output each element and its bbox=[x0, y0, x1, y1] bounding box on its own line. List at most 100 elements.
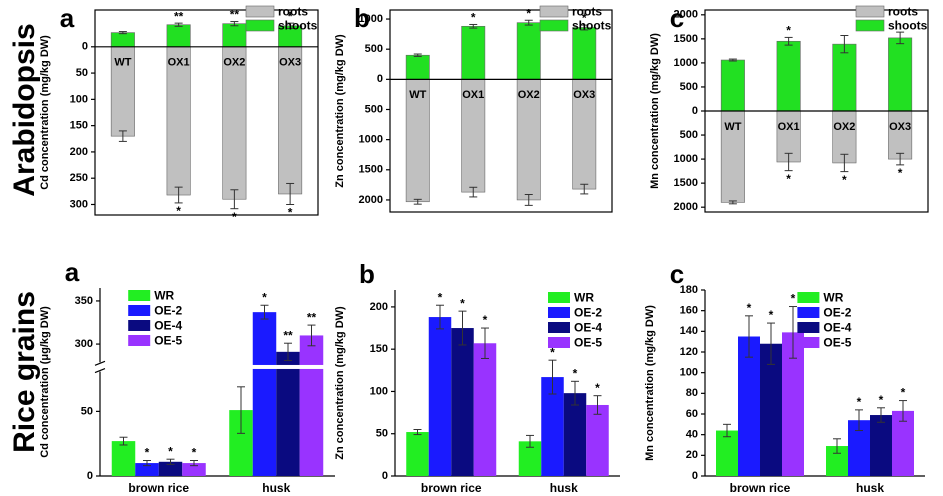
legend-swatch bbox=[797, 337, 820, 348]
legend-label: OE-4 bbox=[154, 319, 182, 333]
y-tick-label: 150 bbox=[370, 343, 388, 355]
y-tick-label: 100 bbox=[680, 367, 698, 379]
x-tick-label: brown rice bbox=[421, 481, 482, 495]
significance-mark: * bbox=[786, 172, 791, 186]
bar bbox=[222, 46, 247, 200]
y-tick-label: 0 bbox=[82, 41, 88, 53]
x-tick-label: OX1 bbox=[168, 57, 190, 69]
significance-mark: * bbox=[192, 446, 197, 460]
panel-letter: c bbox=[670, 3, 684, 33]
bar bbox=[252, 312, 277, 476]
x-tick-label: WT bbox=[724, 121, 741, 133]
legend-label: OE-2 bbox=[823, 306, 851, 320]
y-tick-label: 180 bbox=[680, 284, 698, 296]
bar bbox=[720, 59, 745, 112]
y-tick-label: 50 bbox=[76, 67, 88, 79]
bar bbox=[888, 110, 913, 160]
plot-frame bbox=[389, 9, 613, 213]
x-tick-label: brown rice bbox=[128, 481, 189, 495]
legend-label: OE-4 bbox=[574, 321, 602, 335]
panel-letter: a bbox=[60, 3, 75, 33]
bar bbox=[222, 23, 247, 48]
bar bbox=[563, 393, 587, 476]
panel-letter: c bbox=[670, 259, 684, 289]
legend-swatch bbox=[539, 5, 569, 18]
significance-mark: * bbox=[526, 6, 531, 20]
significance-mark: ** bbox=[230, 8, 240, 22]
y-tick-label: 200 bbox=[70, 146, 88, 158]
y-tick-label: 2000 bbox=[674, 9, 698, 21]
x-tick-label: brown rice bbox=[730, 481, 791, 495]
legend-label: roots bbox=[278, 5, 308, 19]
legend-label: shoots bbox=[278, 19, 318, 33]
significance-mark: * bbox=[471, 11, 476, 25]
y-tick-label: 50 bbox=[81, 405, 93, 417]
legend-label: OE-2 bbox=[154, 304, 182, 318]
y-tick-label: 50 bbox=[376, 428, 388, 440]
bar bbox=[888, 37, 913, 112]
bar bbox=[428, 317, 452, 476]
significance-mark: * bbox=[879, 393, 884, 407]
bar bbox=[473, 343, 497, 476]
bar bbox=[572, 27, 597, 80]
y-axis-title: Cd concentration (μg/kg DW) bbox=[39, 306, 51, 458]
x-tick-label: husk bbox=[550, 481, 578, 495]
y-tick-label: 1500 bbox=[674, 33, 698, 45]
legend-swatch bbox=[548, 322, 570, 333]
y-tick-label: 40 bbox=[686, 429, 698, 441]
y-tick-label: 100 bbox=[370, 385, 388, 397]
x-tick-label: OX2 bbox=[833, 121, 855, 133]
bar bbox=[832, 43, 857, 112]
significance-mark: ** bbox=[174, 9, 184, 23]
legend-swatch bbox=[245, 5, 275, 18]
y-tick-label: 100 bbox=[70, 93, 88, 105]
bar bbox=[158, 461, 183, 476]
x-tick-label: OX3 bbox=[279, 57, 301, 69]
legend-swatch bbox=[855, 5, 885, 18]
significance-mark: * bbox=[898, 166, 903, 180]
legend-label: WR bbox=[154, 289, 174, 303]
y-tick-label: 1000 bbox=[359, 134, 383, 146]
y-tick-label: 250 bbox=[70, 172, 88, 184]
legend-swatch bbox=[797, 322, 820, 333]
significance-mark: * bbox=[842, 173, 847, 187]
axis-break bbox=[101, 364, 336, 369]
significance-mark: * bbox=[786, 24, 791, 38]
axis-break-mark bbox=[94, 360, 106, 366]
legend-label: WR bbox=[823, 291, 843, 305]
bar bbox=[892, 410, 914, 476]
y-tick-label: 500 bbox=[365, 103, 383, 115]
bar bbox=[278, 46, 303, 195]
bar bbox=[299, 335, 324, 476]
legend-label: OE-5 bbox=[823, 336, 851, 350]
y-tick-label: 0 bbox=[692, 470, 698, 482]
bar bbox=[182, 463, 206, 476]
x-tick-label: husk bbox=[262, 481, 290, 495]
y-tick-label: 140 bbox=[680, 325, 698, 337]
significance-mark: * bbox=[582, 11, 587, 25]
bar bbox=[110, 32, 135, 48]
significance-mark: * bbox=[438, 290, 443, 304]
significance-mark: * bbox=[901, 386, 906, 400]
x-tick-label: OX2 bbox=[223, 57, 245, 69]
legend-swatch bbox=[797, 307, 820, 318]
significance-mark: * bbox=[857, 395, 862, 409]
bar bbox=[135, 463, 159, 476]
significance-mark: * bbox=[747, 301, 752, 315]
row-label: Rice grains bbox=[8, 291, 41, 453]
bar bbox=[516, 22, 541, 80]
y-tick-label: 2000 bbox=[674, 201, 698, 213]
significance-mark: * bbox=[483, 313, 488, 327]
y-tick-label: 0 bbox=[692, 105, 698, 117]
panel-letter: a bbox=[65, 257, 80, 287]
y-tick-label: 2000 bbox=[359, 194, 383, 206]
legend-swatch bbox=[128, 335, 151, 346]
bar bbox=[760, 343, 782, 476]
bar bbox=[166, 24, 191, 48]
legend-label: roots bbox=[572, 5, 602, 19]
legend-label: shoots bbox=[888, 19, 928, 33]
bar bbox=[776, 40, 801, 112]
y-tick-label: 1500 bbox=[359, 164, 383, 176]
legend-swatch bbox=[548, 292, 570, 303]
bar bbox=[870, 415, 892, 476]
